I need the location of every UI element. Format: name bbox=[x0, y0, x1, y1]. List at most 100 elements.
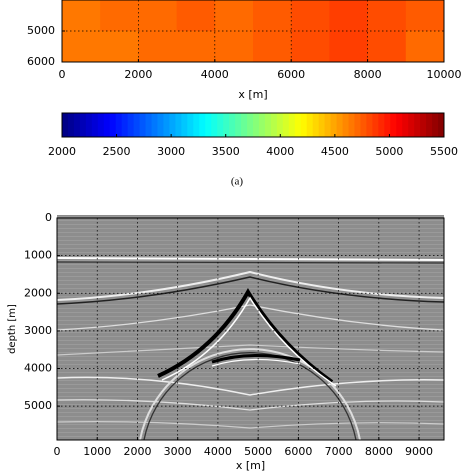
heatmap-cell bbox=[214, 0, 254, 32]
heatmap-cell bbox=[176, 0, 216, 32]
y-tick-label: 6000 bbox=[27, 55, 55, 68]
colorbar-segment bbox=[420, 113, 427, 137]
colorbar-segment bbox=[390, 113, 397, 137]
x-tick-label: 0 bbox=[54, 445, 61, 458]
y-tick-label: 1000 bbox=[24, 249, 52, 262]
plot-frame bbox=[56, 217, 445, 441]
heatmap-cell bbox=[138, 0, 178, 32]
x-tick-label: 4000 bbox=[204, 445, 232, 458]
colorbar-tick-label: 5500 bbox=[430, 145, 458, 158]
x-tick-label: 9000 bbox=[405, 445, 433, 458]
colorbar-segment bbox=[121, 113, 129, 137]
x-tick-label: 6000 bbox=[277, 68, 305, 81]
colorbar-frame bbox=[61, 112, 445, 138]
colorbar-segment bbox=[354, 113, 361, 137]
heatmap-cell bbox=[253, 0, 292, 32]
colorbar-segment bbox=[342, 113, 349, 137]
seismic-image bbox=[57, 215, 444, 440]
x-tick-label: 1000 bbox=[83, 445, 111, 458]
y-tick-label: 4000 bbox=[24, 362, 52, 375]
colorbar-segment bbox=[360, 113, 367, 137]
colorbar-segment bbox=[414, 113, 421, 137]
colorbar-segment bbox=[258, 113, 266, 137]
heatmap-cell bbox=[291, 31, 330, 63]
heatmap-cell bbox=[253, 31, 292, 63]
colorbar-segment bbox=[211, 113, 218, 137]
colorbar-segment bbox=[426, 113, 433, 137]
y-tick-label: 5000 bbox=[27, 24, 55, 37]
x-tick-label: 3000 bbox=[164, 445, 192, 458]
colorbar-segment bbox=[294, 113, 302, 137]
colorbar-segment bbox=[253, 113, 260, 137]
x-tick-label: 8000 bbox=[354, 68, 382, 81]
colorbar-tick-label: 2000 bbox=[48, 145, 76, 158]
heatmap-cell bbox=[329, 0, 369, 32]
colorbar-segment bbox=[300, 113, 308, 137]
heatmap-cell bbox=[367, 0, 407, 32]
colorbar-segment bbox=[288, 113, 296, 137]
heatmap-cell bbox=[62, 0, 101, 32]
heatmap-cell bbox=[100, 31, 139, 63]
y-tick-label: 0 bbox=[45, 211, 52, 224]
heatmap-cell bbox=[138, 31, 178, 63]
colorbar-segment bbox=[163, 113, 170, 137]
colorbar-segment bbox=[139, 113, 147, 137]
colorbar-segment bbox=[145, 113, 153, 137]
colorbar-segment bbox=[348, 113, 355, 137]
colorbar-segment bbox=[229, 113, 236, 137]
colorbar-segment bbox=[73, 113, 81, 137]
colorbar-segment bbox=[199, 113, 206, 137]
colorbar-segment bbox=[91, 113, 99, 137]
colorbar-segment bbox=[270, 113, 278, 137]
heatmap-cell bbox=[367, 31, 407, 63]
colorbar-segment bbox=[109, 113, 117, 137]
colorbar-segment bbox=[366, 113, 373, 137]
colorbar-tick-label: 4000 bbox=[266, 145, 294, 158]
colorbar-segment bbox=[336, 113, 344, 137]
colorbar-segment bbox=[247, 113, 254, 137]
colorbar-segment bbox=[264, 113, 272, 137]
colorbar-segment bbox=[402, 113, 409, 137]
heatmap-cell bbox=[405, 0, 445, 32]
colorbar-tick-label: 2500 bbox=[103, 145, 131, 158]
x-tick-label: 4000 bbox=[201, 68, 229, 81]
colorbar-segment bbox=[133, 113, 141, 137]
x-tick-label: 0 bbox=[59, 68, 66, 81]
y-axis-label: depth [m] bbox=[7, 304, 18, 354]
colorbar-segment bbox=[67, 113, 75, 137]
colorbar-segment bbox=[378, 113, 385, 137]
heatmap-cell bbox=[214, 31, 254, 63]
colorbar-tick-label: 5000 bbox=[375, 145, 403, 158]
x-tick-label: 5000 bbox=[244, 445, 272, 458]
colorbar-segment bbox=[103, 113, 111, 137]
heatmap-cell bbox=[100, 0, 139, 32]
x-tick-label: 6000 bbox=[284, 445, 312, 458]
colorbar-segment bbox=[432, 113, 439, 137]
colorbar-segment bbox=[330, 113, 338, 137]
colorbar-segment bbox=[241, 113, 248, 137]
heatmap-cell bbox=[329, 31, 369, 63]
colorbar-tick-label: 3000 bbox=[157, 145, 185, 158]
heatmap-cell bbox=[62, 31, 101, 63]
colorbar-segment bbox=[372, 113, 379, 137]
colorbar-segment bbox=[384, 113, 391, 137]
colorbar-segment bbox=[396, 113, 403, 137]
colorbar-segment bbox=[97, 113, 105, 137]
y-tick-label: 5000 bbox=[24, 399, 52, 412]
colorbar-segment bbox=[115, 113, 123, 137]
colorbar-segment bbox=[306, 113, 314, 137]
heatmap-cell bbox=[405, 31, 445, 63]
x-tick-label: 7000 bbox=[325, 445, 353, 458]
colorbar-segment bbox=[62, 113, 69, 137]
colorbar-segment bbox=[223, 113, 230, 137]
colorbar-segment bbox=[169, 113, 176, 137]
colorbar-segment bbox=[151, 113, 158, 137]
colorbar-segment bbox=[205, 113, 212, 137]
colorbar-segment bbox=[187, 113, 194, 137]
colorbar-segment bbox=[193, 113, 200, 137]
colorbar-segment bbox=[318, 113, 326, 137]
colorbar-segment bbox=[181, 113, 188, 137]
colorbar-segment bbox=[408, 113, 415, 137]
colorbar-segment bbox=[85, 113, 93, 137]
